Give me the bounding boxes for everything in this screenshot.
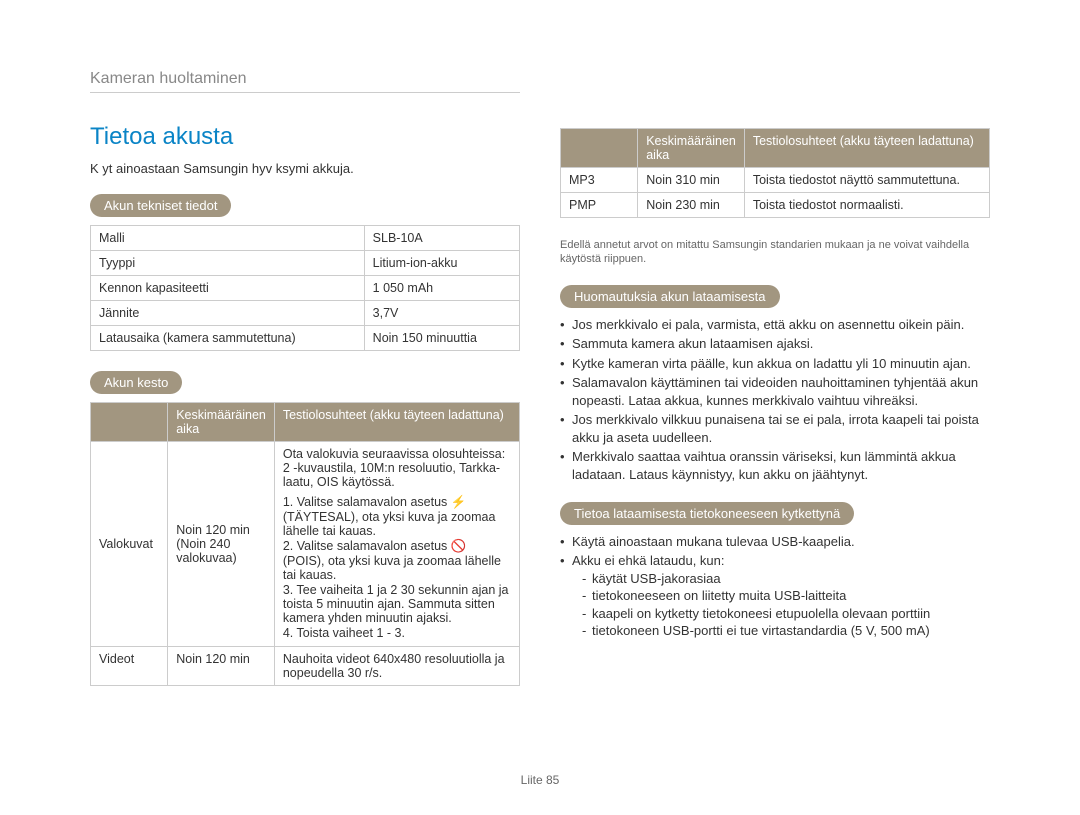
footnote: Edellä annetut arvot on mitattu Samsungi…: [560, 238, 990, 267]
spec-value: Litium-ion-akku: [364, 251, 519, 276]
table-row: Jännite3,7V: [91, 301, 520, 326]
divider: [90, 92, 520, 93]
table-row: MP3 Noin 310 min Toista tiedostot näyttö…: [561, 168, 990, 193]
table-row: MalliSLB-10A: [91, 226, 520, 251]
page-footer: Liite 85: [0, 773, 1080, 787]
list-item: Akku ei ehkä lataudu, kun: käytät USB-ja…: [560, 552, 990, 640]
sub-item: tietokoneen USB-portti ei tue virtastand…: [582, 622, 990, 640]
life-heading-pill: Akun kesto: [90, 371, 182, 394]
table-row: Videot Noin 120 min Nauhoita videot 640x…: [91, 647, 520, 686]
life-photos-time: Noin 120 min (Noin 240 valokuvaa): [168, 442, 275, 647]
mp3-label: MP3: [561, 168, 638, 193]
spec-table: MalliSLB-10A TyyppiLitium-ion-akku Kenno…: [90, 225, 520, 351]
life-video-time: Noin 120 min: [168, 647, 275, 686]
mp3-time: Noin 310 min: [638, 168, 745, 193]
intro-text: K yt ainoastaan Samsungin hyv ksymi akku…: [90, 161, 520, 176]
sub-item: tietokoneeseen on liitetty muita USB-lai…: [582, 587, 990, 605]
life2-header-time: Keskimääräinen aika: [638, 129, 745, 168]
table-row: Valokuvat Noin 120 min (Noin 240 valokuv…: [91, 442, 520, 647]
list-item: Käytä ainoastaan mukana tulevaa USB-kaap…: [560, 533, 990, 551]
step: 1. Valitse salamavalon asetus ⚡ (TÄYTESA…: [283, 495, 511, 538]
spec-heading-pill: Akun tekniset tiedot: [90, 194, 231, 217]
pmp-label: PMP: [561, 193, 638, 218]
step: 3. Tee vaiheita 1 ja 2 30 sekunnin ajan …: [283, 583, 511, 625]
usb-heading-pill: Tietoa lataamisesta tietokoneeseen kytke…: [560, 502, 854, 525]
spec-value: Noin 150 minuuttia: [364, 326, 519, 351]
life-table-2: Keskimääräinen aika Testiolosuhteet (akk…: [560, 128, 990, 218]
footer-label: Liite: [521, 773, 543, 787]
charging-list: Jos merkkivalo ei pala, varmista, että a…: [560, 316, 990, 484]
mp3-cond: Toista tiedostot näyttö sammutettuna.: [744, 168, 989, 193]
life2-header-cond: Testiolosuhteet (akku täyteen ladattuna): [744, 129, 989, 168]
life-table: Keskimääräinen aika Testiolosuhteet (akk…: [90, 402, 520, 686]
step: 2. Valitse salamavalon asetus 🚫 (POIS), …: [283, 539, 511, 582]
table-row: Kennon kapasiteetti1 050 mAh: [91, 276, 520, 301]
spec-label: Kennon kapasiteetti: [91, 276, 365, 301]
list-item: Sammuta kamera akun lataamisen ajaksi.: [560, 335, 990, 353]
cond-intro: Ota valokuvia seuraavissa olosuhteissa:: [283, 447, 511, 461]
list-item: Jos merkkivalo vilkkuu punaisena tai se …: [560, 411, 990, 446]
life-photos-cond: Ota valokuvia seuraavissa olosuhteissa: …: [274, 442, 519, 647]
life-header-time: Keskimääräinen aika: [168, 403, 275, 442]
footer-page: 85: [546, 773, 559, 787]
life-header-cond: Testiolosuhteet (akku täyteen ladattuna): [274, 403, 519, 442]
spec-label: Malli: [91, 226, 365, 251]
list-item: Jos merkkivalo ei pala, varmista, että a…: [560, 316, 990, 334]
table-row: TyyppiLitium-ion-akku: [91, 251, 520, 276]
life-video-label: Videot: [91, 647, 168, 686]
spec-label: Latausaika (kamera sammutettuna): [91, 326, 365, 351]
life-photos-label: Valokuvat: [91, 442, 168, 647]
spec-label: Jännite: [91, 301, 365, 326]
life-video-cond: Nauhoita videot 640x480 resoluutiolla ja…: [274, 647, 519, 686]
spec-value: 3,7V: [364, 301, 519, 326]
pmp-time: Noin 230 min: [638, 193, 745, 218]
list-item: Kytke kameran virta päälle, kun akkua on…: [560, 355, 990, 373]
pmp-cond: Toista tiedostot normaalisti.: [744, 193, 989, 218]
step: 4. Toista vaiheet 1 - 3.: [283, 626, 511, 640]
breadcrumb: Kameran huoltaminen: [90, 70, 520, 88]
list-item: Merkkivalo saattaa vaihtua oranssin väri…: [560, 448, 990, 483]
spec-value: 1 050 mAh: [364, 276, 519, 301]
usb-list: Käytä ainoastaan mukana tulevaa USB-kaap…: [560, 533, 990, 640]
table-row: Latausaika (kamera sammutettuna)Noin 150…: [91, 326, 520, 351]
table-row: PMP Noin 230 min Toista tiedostot normaa…: [561, 193, 990, 218]
sub-item: kaapeli on kytketty tietokoneesi etupuol…: [582, 605, 990, 623]
sub-item: käytät USB-jakorasiaa: [582, 570, 990, 588]
spec-label: Tyyppi: [91, 251, 365, 276]
list-item-lead: Akku ei ehkä lataudu, kun:: [572, 553, 725, 568]
list-item: Salamavalon käyttäminen tai videoiden na…: [560, 374, 990, 409]
cond-mode: 2 -kuvaustila, 10M:n resoluutio, Tarkka-…: [283, 461, 511, 489]
section-title: Tietoa akusta: [90, 123, 520, 151]
spec-value: SLB-10A: [364, 226, 519, 251]
charging-heading-pill: Huomautuksia akun lataamisesta: [560, 285, 780, 308]
